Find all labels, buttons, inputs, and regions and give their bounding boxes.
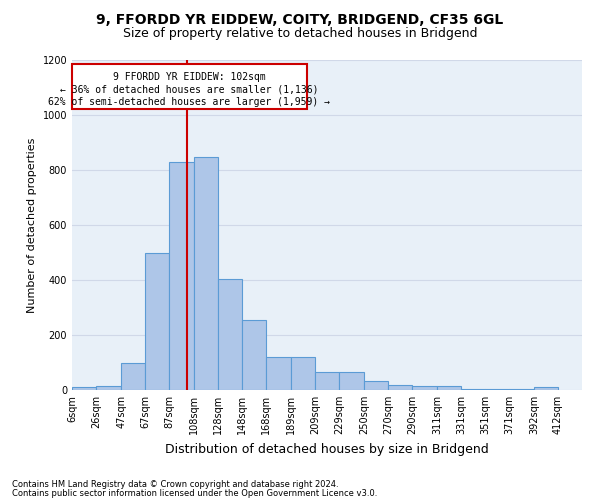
Bar	[96, 386, 121, 390]
Text: 9, FFORDD YR EIDDEW, COITY, BRIDGEND, CF35 6GL: 9, FFORDD YR EIDDEW, COITY, BRIDGEND, CF…	[97, 12, 503, 26]
Bar	[145, 252, 169, 390]
X-axis label: Distribution of detached houses by size in Bridgend: Distribution of detached houses by size …	[165, 442, 489, 456]
Y-axis label: Number of detached properties: Number of detached properties	[27, 138, 37, 312]
Bar	[242, 320, 266, 390]
Text: Contains HM Land Registry data © Crown copyright and database right 2024.: Contains HM Land Registry data © Crown c…	[12, 480, 338, 489]
Text: Contains public sector information licensed under the Open Government Licence v3: Contains public sector information licen…	[12, 488, 377, 498]
Bar	[315, 372, 339, 390]
Bar	[121, 362, 145, 390]
Text: 9 FFORDD YR EIDDEW: 102sqm: 9 FFORDD YR EIDDEW: 102sqm	[113, 72, 266, 83]
Bar	[72, 387, 96, 390]
Bar	[291, 357, 315, 390]
Bar	[485, 388, 509, 390]
Text: Size of property relative to detached houses in Bridgend: Size of property relative to detached ho…	[123, 28, 477, 40]
Bar	[218, 278, 242, 390]
Bar	[364, 381, 388, 390]
Text: ← 36% of detached houses are smaller (1,136): ← 36% of detached houses are smaller (1,…	[60, 84, 319, 95]
Bar	[169, 162, 194, 390]
Bar	[339, 372, 364, 390]
Bar	[412, 386, 437, 390]
Bar	[194, 157, 218, 390]
Bar	[388, 384, 412, 390]
Bar	[437, 386, 461, 390]
Bar	[72, 64, 307, 109]
Bar	[461, 388, 485, 390]
Bar	[509, 388, 534, 390]
Text: 62% of semi-detached houses are larger (1,959) →: 62% of semi-detached houses are larger (…	[49, 97, 331, 107]
Bar	[266, 357, 291, 390]
Bar	[534, 387, 558, 390]
